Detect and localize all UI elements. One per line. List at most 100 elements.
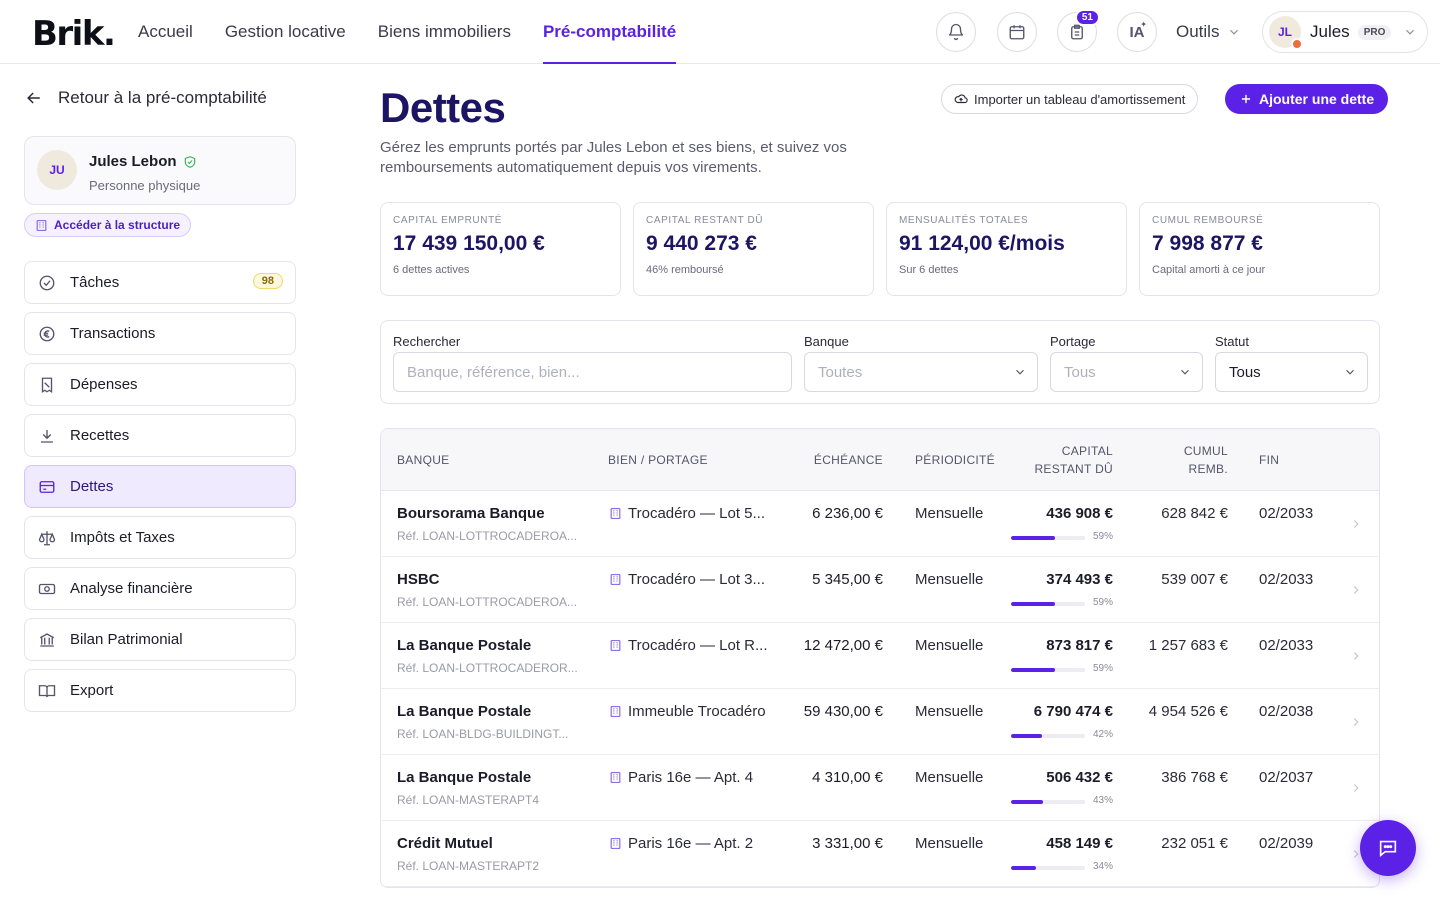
notification-count-badge: 51: [1074, 9, 1100, 26]
cell-periodicite: Mensuelle: [915, 571, 984, 588]
notifications-button[interactable]: [936, 12, 976, 52]
cell-cumul: 539 007 €: [1161, 571, 1228, 588]
status-filter-label: Statut: [1215, 334, 1249, 349]
column-header-periodicite[interactable]: Périodicité: [915, 453, 995, 467]
kpi-subtext: 46% remboursé: [646, 264, 724, 276]
chevron-right-icon: [1353, 718, 1359, 726]
progress-fill: [1011, 536, 1055, 540]
column-header-bank[interactable]: Banque: [397, 453, 450, 467]
user-name: Jules: [1310, 22, 1350, 41]
cell-bien-label: Trocadéro — Lot 5...: [628, 505, 766, 522]
table-row[interactable]: La Banque Postale Réf. LOAN-LOTTROCADEROR…: [381, 623, 1379, 689]
cell-bien-label: Immeuble Trocadéro: [628, 703, 766, 720]
pro-badge: PRO: [1357, 24, 1392, 40]
calendar-icon: [1009, 25, 1025, 40]
nav-accueil[interactable]: Accueil: [138, 22, 193, 41]
chevron-down-icon: [1181, 369, 1189, 375]
cell-capital-restant: 506 432 €: [1046, 769, 1113, 786]
building-icon: [610, 640, 621, 651]
column-header-capital[interactable]: Capital restant dû: [1034, 444, 1113, 476]
cell-capital-restant: 6 790 474 €: [1033, 703, 1113, 720]
table-row[interactable]: HSBC Réf. LOAN-LOTTROCADEROA... Trocadéro …: [381, 557, 1379, 623]
nav-gestion-locative[interactable]: Gestion locative: [224, 22, 346, 41]
portage-filter-select[interactable]: Tous: [1050, 352, 1203, 392]
table-row[interactable]: La Banque Postale Réf. LOAN-BLDG-BUILDING…: [381, 689, 1379, 755]
building-icon: [610, 772, 621, 783]
cell-echeance: 6 236,00 €: [812, 505, 883, 522]
sidebar-item-transactions[interactable]: Transactions: [24, 312, 296, 355]
cell-bank: HSBC: [397, 571, 440, 588]
sidebar-item-recettes[interactable]: Recettes: [24, 414, 296, 457]
cell-periodicite: Mensuelle: [915, 637, 984, 654]
cell-capital-restant: 458 149 €: [1046, 835, 1113, 852]
sidebar-item-label: Transactions: [70, 325, 156, 342]
verified-shield-icon: [184, 155, 195, 168]
brand-logo[interactable]: Brik.: [32, 14, 116, 54]
calendar-button[interactable]: [997, 12, 1037, 52]
sidebar-item-export[interactable]: Export: [24, 669, 296, 712]
table-row[interactable]: La Banque Postale Réf. LOAN-MASTERAPT4 Par…: [381, 755, 1379, 821]
profile-card[interactable]: JU Jules Lebon Personne physique: [24, 136, 296, 205]
nav-biens-immobiliers[interactable]: Biens immobiliers: [377, 22, 511, 41]
column-header-cumul[interactable]: Cumul remb.: [1183, 444, 1228, 476]
cell-echeance: 12 472,00 €: [803, 637, 883, 654]
bell-icon: [948, 23, 964, 41]
sidebar-item-bilan[interactable]: Bilan Patrimonial: [24, 618, 296, 661]
cell-echeance: 5 345,00 €: [812, 571, 883, 588]
import-button-label: Importer un tableau d'amortissement: [974, 91, 1186, 107]
cell-reference: Réf. LOAN-BLDG-BUILDINGT...: [397, 727, 569, 741]
sidebar-item-analyse[interactable]: Analyse financière: [24, 567, 296, 610]
chevron-down-icon: [1016, 369, 1024, 375]
sidebar-item-taches[interactable]: Tâches 98: [24, 261, 296, 304]
cell-bien: Trocadéro — Lot 3...: [609, 571, 765, 588]
cell-fin: 02/2038: [1259, 703, 1314, 720]
documents-button[interactable]: 51: [1057, 9, 1100, 52]
sparkle-icon: ✦: [1140, 20, 1147, 29]
table-row[interactable]: Boursorama Banque Réf. LOAN-LOTTROCADEROA…: [381, 491, 1379, 557]
row-arrow: [1349, 715, 1363, 732]
bank-filter-select[interactable]: Toutes: [804, 352, 1038, 392]
cell-bien: Paris 16e — Apt. 2: [609, 835, 753, 852]
cell-fin: 02/2033: [1259, 571, 1314, 588]
kpi-value: 91 124,00 €/mois: [899, 232, 1065, 255]
sidebar-item-impots[interactable]: Impôts et Taxes: [24, 516, 296, 559]
status-filter-select[interactable]: Tous: [1215, 352, 1368, 392]
cell-fin: 02/2039: [1259, 835, 1314, 852]
book-icon: [38, 682, 56, 700]
cell-cumul: 232 051 €: [1161, 835, 1228, 852]
nav-pre-comptabilite[interactable]: Pré-comptabilité: [542, 0, 677, 64]
cell-reference: Réf. LOAN-LOTTROCADEROA...: [397, 529, 578, 543]
chat-button[interactable]: [1360, 820, 1416, 876]
search-input[interactable]: Banque, référence, bien...: [393, 352, 792, 392]
import-amortization-button[interactable]: Importer un tableau d'amortissement: [941, 84, 1199, 114]
sidebar-item-depenses[interactable]: Dépenses: [24, 363, 296, 406]
add-debt-button[interactable]: Ajouter une dette: [1225, 84, 1389, 114]
kpi-label: Cumul remboursé: [1152, 215, 1264, 226]
progress-fill: [1011, 866, 1037, 870]
tools-menu[interactable]: Outils: [1176, 22, 1241, 42]
table-header: Banque Bien / Portage Échéance Périodici…: [381, 429, 1379, 491]
column-header-bien[interactable]: Bien / Portage: [608, 453, 708, 467]
cell-echeance: 4 310,00 €: [812, 769, 883, 786]
chevron-right-icon: [1353, 652, 1359, 660]
cell-echeance: 59 430,00 €: [803, 703, 883, 720]
kpi-card-capital-restant: Capital restant dû 9 440 273 € 46% rembo…: [633, 202, 874, 296]
structure-link[interactable]: Accéder à la structure: [24, 213, 192, 237]
cell-progress-pct: 59%: [1092, 663, 1113, 674]
back-link[interactable]: Retour à la pré-comptabilité: [24, 88, 267, 108]
ia-button[interactable]: IA ✦: [1117, 12, 1157, 52]
cell-bien-label: Trocadéro — Lot R...: [628, 637, 768, 654]
cell-fin: 02/2037: [1259, 769, 1314, 786]
back-link-label: Retour à la pré-comptabilité: [58, 88, 267, 107]
kpi-card-cumul-rembourse: Cumul remboursé 7 998 877 € Capital amor…: [1139, 202, 1380, 296]
column-header-fin[interactable]: Fin: [1259, 453, 1280, 467]
table-row[interactable]: Crédit Mutuel Réf. LOAN-MASTERAPT2 Paris 1…: [381, 821, 1379, 887]
user-menu[interactable]: JL Jules PRO: [1262, 11, 1428, 53]
status-dot: [1291, 38, 1303, 50]
column-header-echeance[interactable]: Échéance: [813, 453, 883, 467]
chevron-down-icon: [1230, 29, 1239, 35]
cell-cumul: 386 768 €: [1161, 769, 1228, 786]
chevron-right-icon: [1353, 784, 1359, 792]
sidebar-item-dettes[interactable]: Dettes: [24, 465, 296, 508]
portage-filter-label: Portage: [1050, 334, 1096, 349]
